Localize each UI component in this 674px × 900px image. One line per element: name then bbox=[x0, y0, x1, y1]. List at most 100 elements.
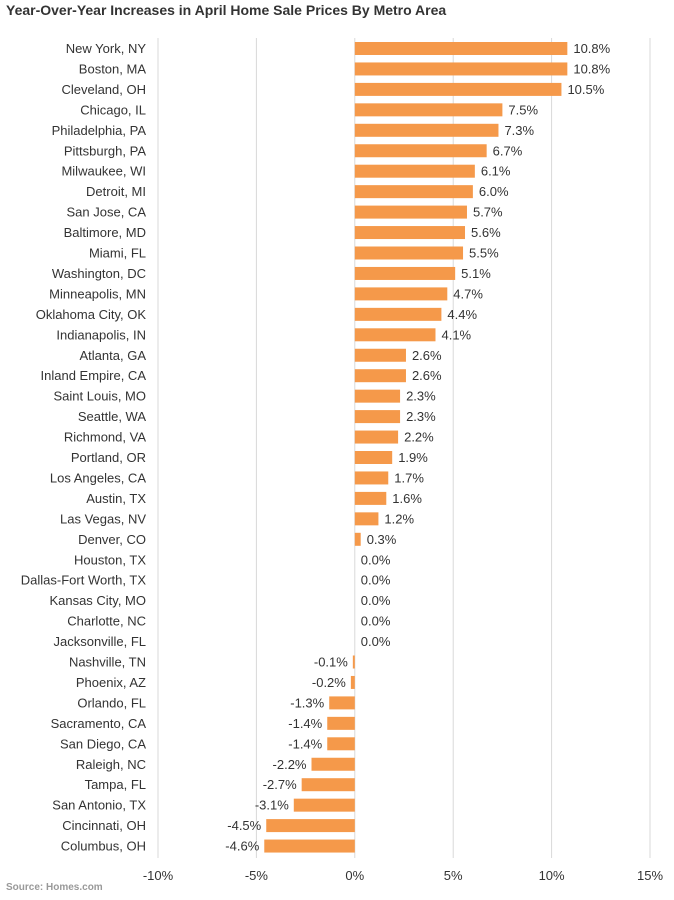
bar bbox=[354, 369, 406, 383]
bar bbox=[327, 716, 355, 730]
category-label: Orlando, FL bbox=[77, 695, 146, 710]
category-label: Kansas City, MO bbox=[49, 593, 146, 608]
category-label: Sacramento, CA bbox=[51, 716, 147, 731]
bar bbox=[354, 226, 466, 240]
bar bbox=[301, 778, 355, 792]
category-label: Philadelphia, PA bbox=[52, 123, 147, 138]
category-label: San Diego, CA bbox=[60, 736, 146, 751]
bar bbox=[354, 42, 568, 55]
value-label: 2.2% bbox=[404, 430, 434, 445]
bar bbox=[350, 675, 355, 689]
category-label: Jacksonville, FL bbox=[54, 634, 146, 649]
bar bbox=[354, 82, 562, 96]
value-label: 5.1% bbox=[461, 266, 491, 281]
value-label: 0.0% bbox=[361, 634, 391, 649]
category-label: New York, NY bbox=[66, 41, 147, 56]
source-note: Source: Homes.com bbox=[6, 882, 103, 893]
value-label: 5.5% bbox=[469, 246, 499, 261]
value-label: 2.3% bbox=[406, 389, 436, 404]
category-label: Cleveland, OH bbox=[61, 82, 146, 97]
bar bbox=[354, 410, 401, 424]
bar bbox=[354, 103, 503, 117]
bar bbox=[354, 164, 475, 178]
bar bbox=[327, 737, 355, 751]
value-label: 1.2% bbox=[384, 511, 414, 526]
value-label: 6.0% bbox=[479, 184, 509, 199]
value-label: 4.7% bbox=[453, 286, 483, 301]
category-label: Nashville, TN bbox=[69, 655, 146, 670]
bar bbox=[354, 532, 361, 546]
category-label: San Antonio, TX bbox=[52, 798, 146, 813]
x-tick-label: 0% bbox=[345, 868, 364, 883]
category-label: Chicago, IL bbox=[80, 102, 146, 117]
category-label: Indianapolis, IN bbox=[56, 327, 146, 342]
bar bbox=[354, 451, 393, 464]
value-label: 4.4% bbox=[447, 307, 477, 322]
category-label: Los Angeles, CA bbox=[50, 470, 146, 485]
value-label: 4.1% bbox=[441, 327, 471, 342]
category-label: Seattle, WA bbox=[78, 409, 146, 424]
value-label: 0.0% bbox=[361, 573, 391, 588]
value-label: 1.9% bbox=[398, 450, 428, 465]
x-tick-label: -5% bbox=[245, 868, 269, 883]
value-label: -2.7% bbox=[263, 777, 297, 792]
bar bbox=[352, 655, 355, 669]
bar bbox=[354, 205, 467, 219]
category-label: Raleigh, NC bbox=[76, 757, 146, 772]
value-label: 0.0% bbox=[361, 552, 391, 567]
category-label: Cincinnati, OH bbox=[62, 818, 146, 833]
bar bbox=[354, 512, 379, 526]
bars bbox=[264, 42, 568, 853]
bar bbox=[354, 348, 406, 362]
category-label: Austin, TX bbox=[86, 491, 146, 506]
value-label: 7.3% bbox=[504, 123, 534, 138]
category-label: Inland Empire, CA bbox=[41, 368, 147, 383]
category-label: San Jose, CA bbox=[67, 205, 147, 220]
bar bbox=[354, 307, 442, 321]
category-label: Washington, DC bbox=[52, 266, 146, 281]
bar bbox=[354, 389, 401, 403]
value-label: -0.2% bbox=[312, 675, 346, 690]
value-label: 6.1% bbox=[481, 164, 511, 179]
value-label: 1.7% bbox=[394, 470, 424, 485]
value-label: -2.2% bbox=[273, 757, 307, 772]
bar bbox=[354, 491, 387, 505]
gridlines bbox=[157, 38, 651, 858]
value-label: -0.1% bbox=[314, 655, 348, 670]
value-label: 10.8% bbox=[573, 61, 610, 76]
bar bbox=[354, 246, 464, 260]
bar bbox=[354, 185, 473, 199]
bar bbox=[264, 839, 355, 853]
category-label: Atlanta, GA bbox=[80, 348, 147, 363]
bar bbox=[354, 430, 399, 444]
value-label: 7.5% bbox=[508, 102, 538, 117]
category-label: Portland, OR bbox=[71, 450, 146, 465]
value-label: -4.6% bbox=[225, 839, 259, 854]
bar bbox=[311, 757, 355, 771]
category-label: Detroit, MI bbox=[86, 184, 146, 199]
value-label: 2.3% bbox=[406, 409, 436, 424]
bar bbox=[293, 798, 355, 812]
category-label: Saint Louis, MO bbox=[54, 389, 147, 404]
x-axis-ticks: -10% -5% 0% 5% 10% 15% bbox=[143, 868, 664, 883]
category-label: Houston, TX bbox=[74, 552, 146, 567]
value-label: 6.7% bbox=[493, 143, 523, 158]
bar bbox=[329, 696, 355, 710]
bar bbox=[266, 819, 355, 833]
category-label: Milwaukee, WI bbox=[61, 164, 146, 179]
value-label: -4.5% bbox=[227, 818, 261, 833]
category-labels: New York, NY Boston, MA Cleveland, OH Chica… bbox=[21, 41, 147, 854]
value-label: 5.6% bbox=[471, 225, 501, 240]
bar bbox=[354, 287, 448, 301]
value-label: -1.4% bbox=[288, 736, 322, 751]
bar bbox=[354, 62, 568, 76]
x-tick-label: 10% bbox=[539, 868, 565, 883]
value-label: 10.5% bbox=[567, 82, 604, 97]
value-label: 5.7% bbox=[473, 205, 503, 220]
category-label: Miami, FL bbox=[89, 246, 146, 261]
chart-title: Year-Over-Year Increases in April Home S… bbox=[6, 2, 447, 18]
category-label: Columbus, OH bbox=[61, 839, 146, 854]
x-tick-label: 5% bbox=[444, 868, 463, 883]
value-label: 10.8% bbox=[573, 41, 610, 56]
